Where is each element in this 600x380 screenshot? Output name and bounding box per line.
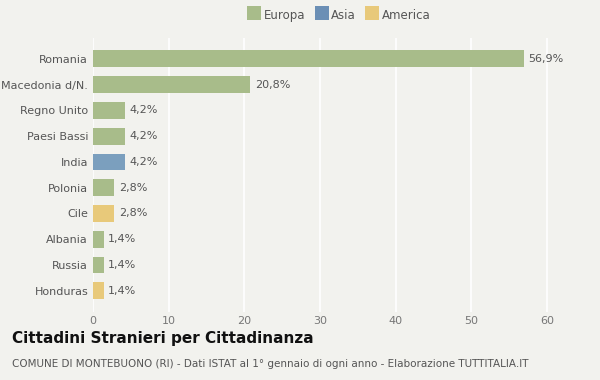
Bar [93, 231, 104, 248]
Text: 1,4%: 1,4% [108, 234, 136, 244]
Bar [93, 205, 114, 222]
Bar [93, 154, 125, 170]
Bar [93, 76, 250, 93]
Bar [93, 128, 125, 144]
Text: 4,2%: 4,2% [130, 157, 158, 167]
Text: 2,8%: 2,8% [119, 209, 147, 218]
Text: 2,8%: 2,8% [119, 183, 147, 193]
Text: 4,2%: 4,2% [130, 131, 158, 141]
Bar [93, 179, 114, 196]
Text: 20,8%: 20,8% [255, 79, 290, 90]
Text: 1,4%: 1,4% [108, 286, 136, 296]
Text: COMUNE DI MONTEBUONO (RI) - Dati ISTAT al 1° gennaio di ogni anno - Elaborazione: COMUNE DI MONTEBUONO (RI) - Dati ISTAT a… [12, 359, 529, 369]
Text: Cittadini Stranieri per Cittadinanza: Cittadini Stranieri per Cittadinanza [12, 331, 314, 345]
Text: 1,4%: 1,4% [108, 260, 136, 270]
Bar [93, 282, 104, 299]
Legend: Europa, Asia, America: Europa, Asia, America [242, 4, 436, 27]
Text: 56,9%: 56,9% [528, 54, 563, 64]
Bar [93, 256, 104, 273]
Bar [93, 102, 125, 119]
Bar [93, 51, 524, 67]
Text: 4,2%: 4,2% [130, 105, 158, 116]
